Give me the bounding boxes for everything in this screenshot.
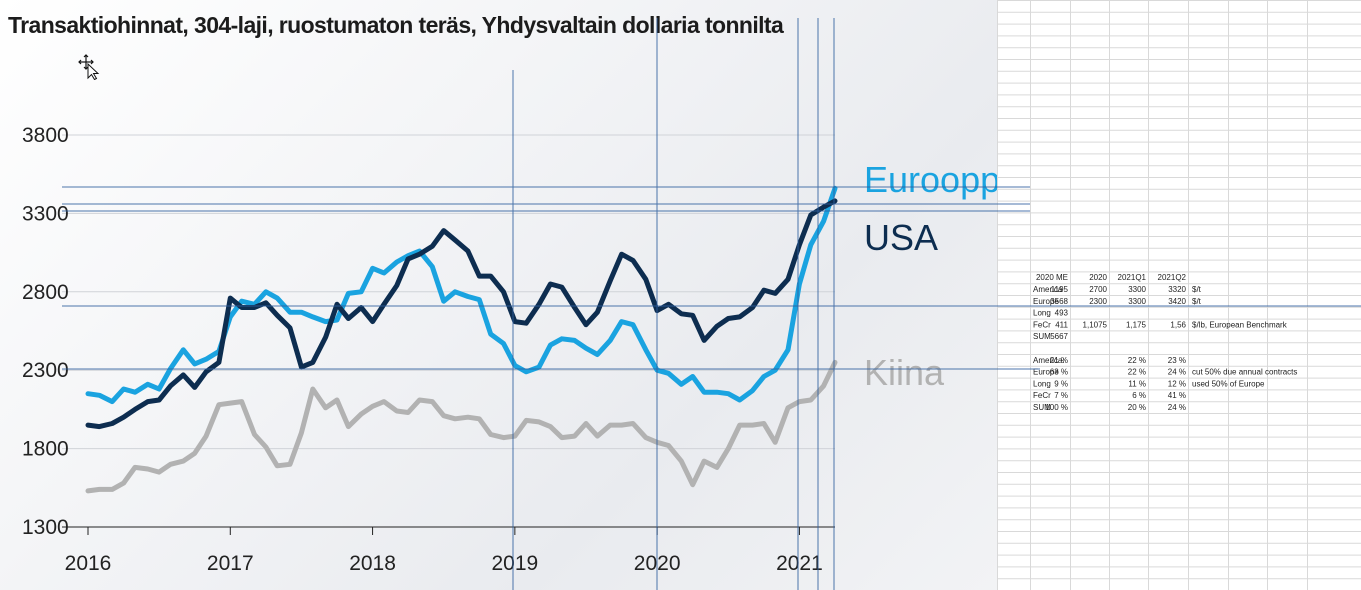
y-tick-label: 2300 [22, 359, 69, 382]
sheet-cell[interactable]: 2300 [1089, 297, 1107, 306]
sheet-cell[interactable]: Long [1033, 379, 1051, 388]
series-line-eurooppa [85, 185, 838, 405]
sheet-cell[interactable]: SUM [1033, 332, 1051, 341]
x-tick-label: 2019 [491, 552, 538, 575]
sheet-header-cell[interactable]: 2021Q1 [1118, 273, 1147, 282]
legend-label-eurooppa: Eurooppa [864, 159, 997, 200]
sheet-header-cell[interactable]: 2020 ME [1036, 273, 1068, 282]
sheet-cell[interactable]: Europe [1033, 368, 1059, 377]
sheet-cell[interactable]: 1,175 [1126, 320, 1147, 329]
sheet-cell[interactable]: $/lb, European Benchmark [1192, 320, 1288, 329]
sheet-cell[interactable]: 11 % [1128, 379, 1146, 388]
sheet-header-cell[interactable]: 2020 [1089, 273, 1107, 282]
x-tick-labels: 2016 2017 2018 2019 2020 2021 [65, 527, 823, 575]
sheet-cell[interactable]: used 50% of Europe [1192, 379, 1265, 388]
x-tick-label: 2018 [349, 552, 396, 575]
series-lines [85, 185, 838, 494]
sheet-cell[interactable]: 22 % [1128, 356, 1146, 365]
legend-label-kiina: Kiina [864, 352, 945, 393]
sheet-cell[interactable]: 12 % [1168, 379, 1186, 388]
sheet-cell[interactable]: cut 50% due annual contracts [1192, 368, 1297, 377]
sheet-cell[interactable]: 3300 [1128, 285, 1146, 294]
sheet-cell[interactable]: 21 % [1050, 356, 1068, 365]
sheet-cell[interactable]: 2700 [1089, 285, 1107, 294]
sheet-cell[interactable]: 3300 [1128, 297, 1146, 306]
sheet-cell[interactable]: Long [1033, 309, 1051, 318]
sheet-cell[interactable]: 3568 [1050, 297, 1068, 306]
sheet-cell[interactable]: 24 % [1168, 403, 1186, 412]
legend-label-usa: USA [864, 217, 938, 258]
sheet-cell[interactable]: 493 [1055, 309, 1069, 318]
y-tick-label: 3800 [22, 124, 69, 147]
sheet-cell[interactable]: 9 % [1054, 379, 1068, 388]
sheet-cell[interactable]: Europe [1033, 297, 1059, 306]
y-tick-label: 1800 [22, 438, 69, 461]
sheet-cell[interactable]: 100 % [1045, 403, 1068, 412]
move-cursor-icon [78, 54, 100, 80]
sheet-cell[interactable]: 23 % [1168, 356, 1186, 365]
y-tick-label: 3300 [22, 202, 69, 225]
sheet-cell[interactable]: 41 % [1168, 391, 1186, 400]
sheet-cell[interactable]: 1,56 [1170, 320, 1186, 329]
sheet-cell[interactable]: 63 % [1050, 368, 1068, 377]
spreadsheet: 2020 ME 2020 2021Q1 2021Q2 America 1195 2700 33… [997, 0, 1361, 590]
sheet-header-cell[interactable]: 2021Q2 [1158, 273, 1187, 282]
sheet-cell[interactable]: 1,1075 [1083, 320, 1108, 329]
x-tick-label: 2020 [634, 552, 681, 575]
series-line-kiina [85, 359, 838, 494]
sheet-cell[interactable]: FeCr [1033, 391, 1051, 400]
sheet-cell[interactable]: 3320 [1168, 285, 1186, 294]
sheet-cell[interactable]: SUM [1033, 403, 1051, 412]
chart-panel: 1300 1800 2300 2800 3300 3800 2016 2017 2018 201… [0, 0, 997, 590]
sheet-cell[interactable]: America [1033, 285, 1063, 294]
sheet-cell[interactable]: $/t [1192, 285, 1202, 294]
sheet-cell[interactable]: 411 [1055, 320, 1068, 329]
x-tick-label: 2016 [65, 552, 112, 575]
sheet-cell[interactable]: 5667 [1050, 332, 1068, 341]
series-line-usa [85, 198, 838, 430]
y-tick-label: 1300 [22, 516, 69, 539]
sheet-cell[interactable]: 3420 [1168, 297, 1186, 306]
gridlines [62, 134, 835, 528]
y-tick-labels: 1300 1800 2300 2800 3300 3800 [22, 124, 69, 539]
sheet-cell[interactable]: FeCr [1033, 320, 1051, 329]
sheet-cell[interactable]: 24 % [1168, 368, 1186, 377]
sheet-cell[interactable]: 6 % [1132, 391, 1146, 400]
x-tick-label: 2017 [207, 552, 254, 575]
sheet-cell[interactable]: $/t [1192, 297, 1202, 306]
x-tick-label: 2021 [776, 552, 823, 575]
sheet-cell[interactable]: 22 % [1128, 368, 1146, 377]
sheet-cell[interactable]: 20 % [1128, 403, 1146, 412]
sheet-cell[interactable]: 1195 [1051, 285, 1069, 294]
sheet-cell[interactable]: America: [1033, 356, 1065, 365]
sheet-cell[interactable]: 7 % [1054, 391, 1068, 400]
y-tick-label: 2800 [22, 281, 69, 304]
chart-title: Transaktiohinnat, 304-laji, ruostumaton … [8, 12, 784, 38]
legend: Eurooppa USA Kiina [864, 159, 997, 393]
